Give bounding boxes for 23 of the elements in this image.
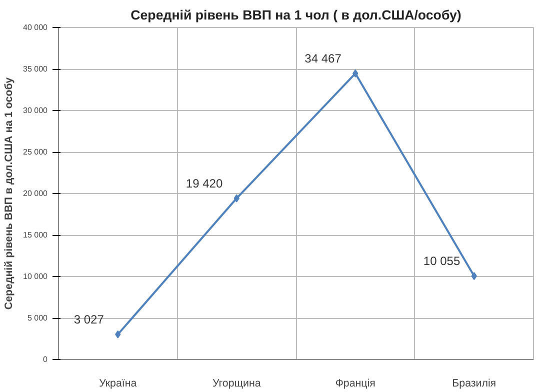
y-tick-label: 15 000 xyxy=(23,230,48,240)
point xyxy=(115,330,121,338)
data-label: 3 027 xyxy=(74,312,104,326)
y-axis-title: Середній рівень ВВП в дол.США на 1 особу xyxy=(3,77,16,310)
chart-title: Середній рівень ВВП на 1 чол ( в дол.США/особу) xyxy=(130,8,462,22)
y-tick-label: 25 000 xyxy=(23,148,48,156)
y-tick-label: 10 000 xyxy=(23,272,48,281)
point xyxy=(352,69,358,78)
y-tick-label: 30 000 xyxy=(23,106,48,115)
y-tick-label: 5 000 xyxy=(27,314,48,322)
data-label: 34 467 xyxy=(304,51,342,66)
point xyxy=(234,194,240,202)
x-tick-label: Україна xyxy=(99,378,137,390)
y-tick-label: 0 xyxy=(43,355,48,364)
y-tick-label: 40 000 xyxy=(23,23,48,32)
y-tick-label: 35 000 xyxy=(23,64,48,74)
x-tick-label: Бразилія xyxy=(452,378,496,390)
x-tick-label: Угорщина xyxy=(212,378,261,390)
data-label: 19 420 xyxy=(186,176,223,190)
x-tick-label: Франція xyxy=(335,378,376,390)
data-label: 10 055 xyxy=(423,254,460,268)
y-tick-label: 20 000 xyxy=(23,189,48,198)
point xyxy=(471,272,477,280)
